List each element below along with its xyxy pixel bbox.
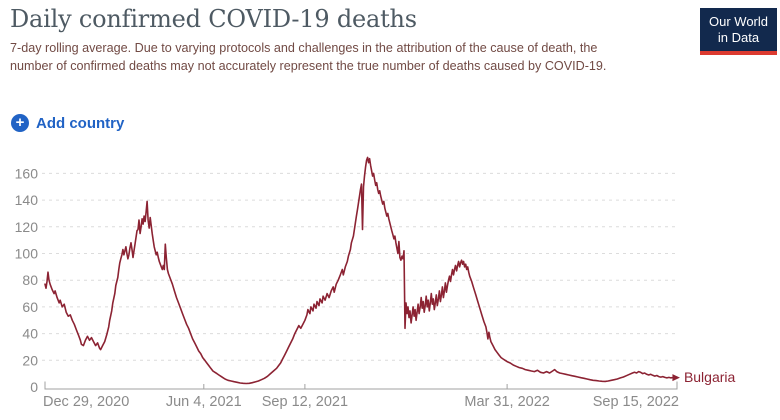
x-tick-label: Sep 15, 2022 (593, 394, 679, 410)
plus-icon: + (11, 114, 29, 132)
series-label-bulgaria: Bulgaria (684, 369, 736, 385)
y-tick-label: 0 (30, 379, 38, 395)
y-tick-label: 120 (15, 219, 39, 235)
x-tick-label: Jun 4, 2021 (166, 394, 242, 410)
owid-logo[interactable]: Our World in Data (700, 8, 777, 55)
y-tick-label: 60 (22, 299, 38, 315)
y-tick-label: 20 (22, 352, 38, 368)
y-tick-label: 160 (15, 165, 39, 181)
y-tick-label: 80 (22, 272, 38, 288)
x-tick-label: Dec 29, 2020 (43, 394, 129, 410)
x-tick-label: Mar 31, 2022 (464, 394, 549, 410)
logo-line2: in Data (717, 30, 760, 46)
y-tick-label: 100 (15, 246, 39, 262)
x-axis-line (44, 381, 678, 390)
logo-line1: Our World (709, 14, 768, 29)
x-tick-label: Sep 12, 2021 (262, 394, 348, 410)
y-tick-label: 140 (15, 192, 39, 208)
chart-header: Daily confirmed COVID-19 deaths 7-day ro… (10, 5, 622, 76)
add-country-button[interactable]: + Add country (11, 114, 124, 132)
page-subtitle: 7-day rolling average. Due to varying pr… (10, 41, 607, 73)
page-title: Daily confirmed COVID-19 deaths (10, 5, 417, 33)
series-line-bulgaria[interactable] (44, 156, 673, 385)
y-tick-label: 40 (22, 326, 38, 342)
add-country-label: Add country (36, 114, 125, 132)
series-end-arrow-icon (672, 374, 680, 382)
